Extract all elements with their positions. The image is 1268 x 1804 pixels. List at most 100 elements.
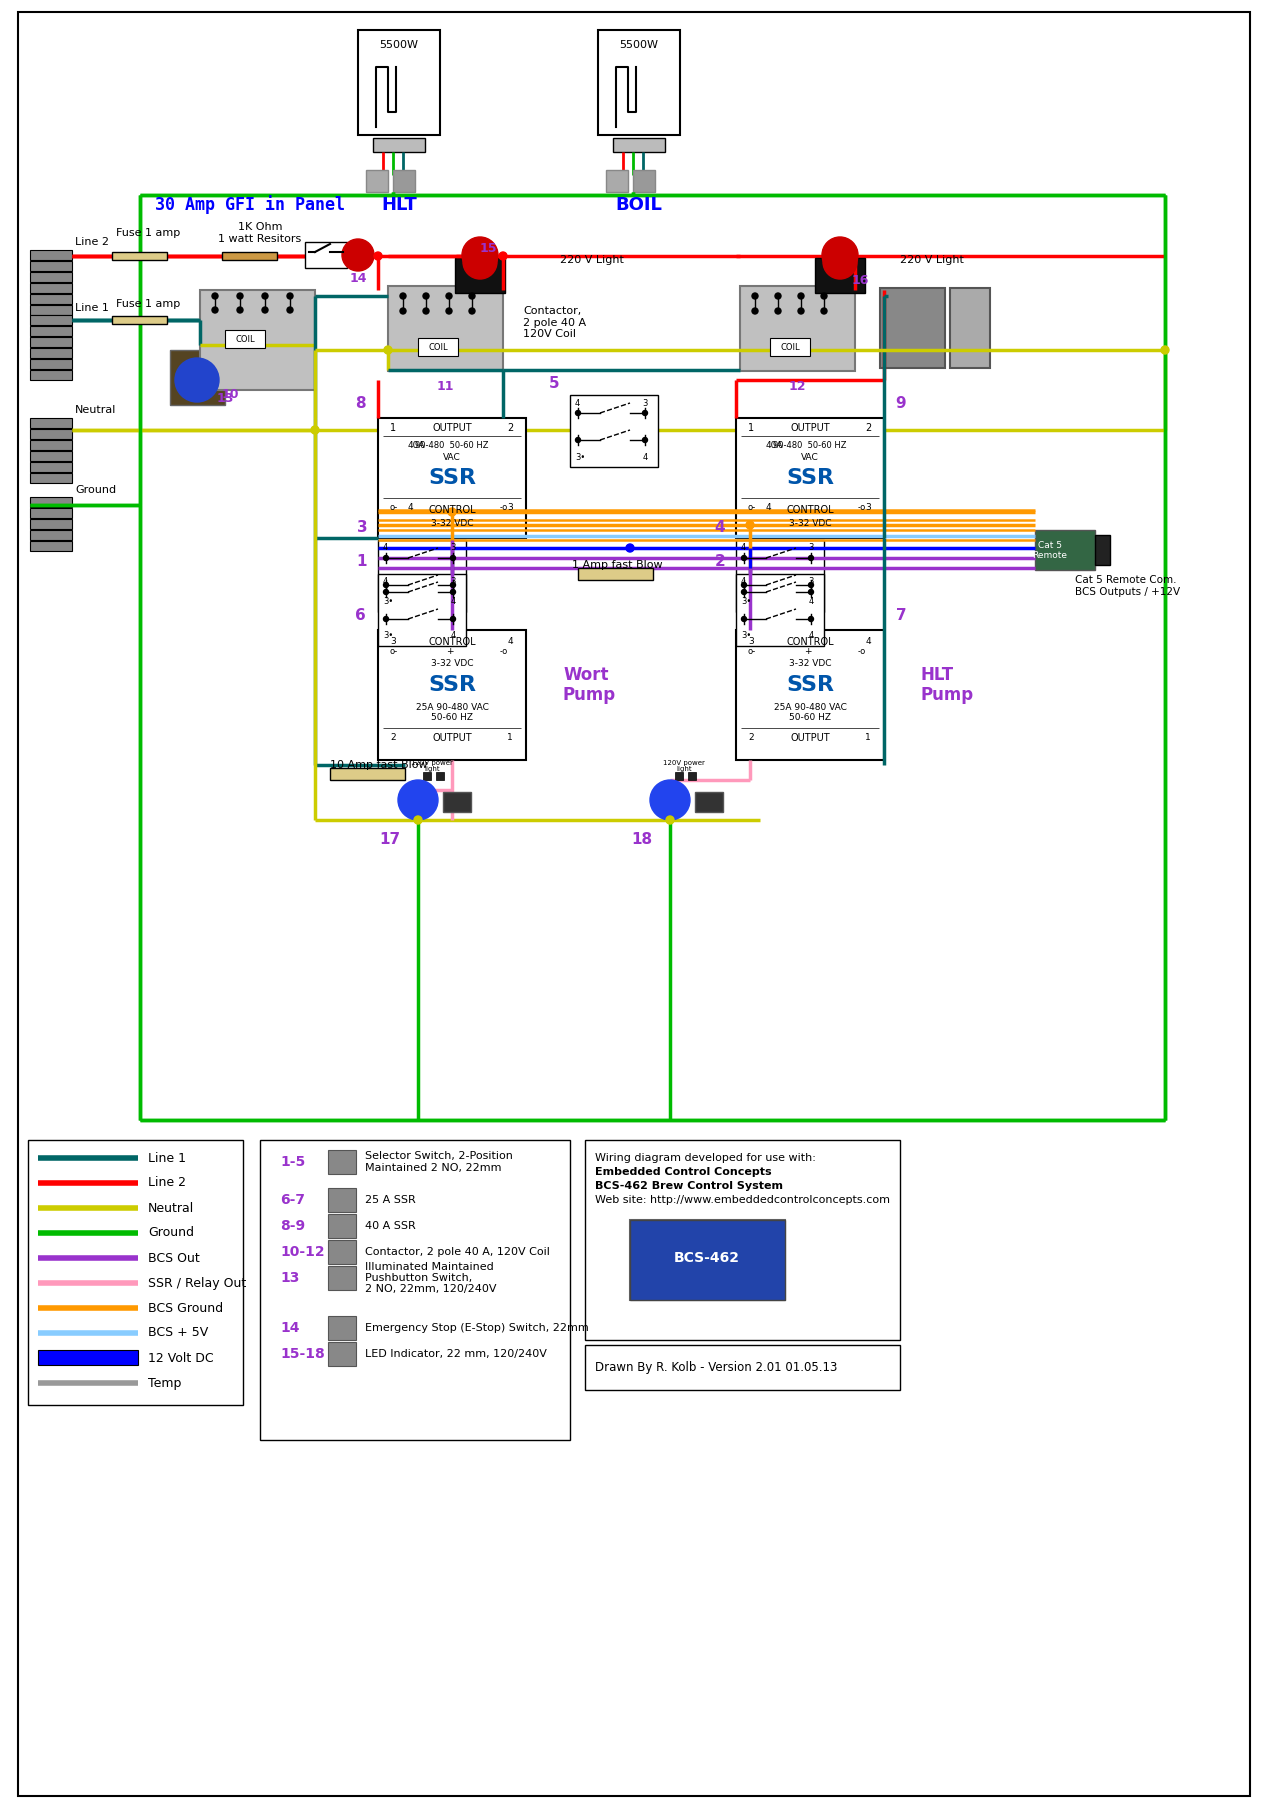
- Text: 8-9: 8-9: [280, 1220, 306, 1232]
- Bar: [30, 283, 72, 292]
- Text: 3: 3: [507, 503, 514, 512]
- Text: 3•: 3•: [574, 453, 586, 462]
- Circle shape: [576, 411, 581, 415]
- Circle shape: [450, 583, 455, 588]
- Text: 3•: 3•: [741, 597, 751, 606]
- Circle shape: [742, 617, 747, 622]
- Circle shape: [450, 556, 455, 561]
- Text: 25A 90-480 VAC: 25A 90-480 VAC: [416, 704, 488, 713]
- Circle shape: [742, 556, 747, 561]
- Bar: [30, 451, 72, 462]
- Text: 4: 4: [741, 543, 747, 552]
- Text: 4: 4: [809, 631, 814, 640]
- Text: 4: 4: [643, 453, 648, 462]
- Bar: [630, 1220, 785, 1301]
- Bar: [571, 395, 658, 467]
- Text: 3-32 VDC: 3-32 VDC: [789, 518, 832, 527]
- Text: -o: -o: [500, 648, 508, 657]
- Circle shape: [448, 509, 456, 516]
- Text: 3•: 3•: [741, 631, 751, 640]
- Circle shape: [809, 583, 814, 588]
- Bar: [578, 568, 653, 581]
- Text: 2: 2: [507, 422, 514, 433]
- Bar: [598, 31, 680, 135]
- Text: OUTPUT: OUTPUT: [790, 422, 829, 433]
- Text: 220 V Light: 220 V Light: [560, 254, 624, 265]
- Text: 11: 11: [436, 379, 454, 393]
- Bar: [30, 348, 72, 357]
- Text: 1: 1: [865, 734, 871, 743]
- Circle shape: [752, 292, 758, 299]
- Bar: [1096, 536, 1110, 565]
- Text: 120V power
light: 120V power light: [411, 759, 453, 772]
- Text: 4: 4: [450, 631, 456, 640]
- Bar: [30, 462, 72, 473]
- Text: CONTROL: CONTROL: [429, 637, 476, 648]
- Text: SSR: SSR: [786, 467, 834, 489]
- Circle shape: [311, 426, 320, 435]
- Text: BCS-462 Brew Control System: BCS-462 Brew Control System: [595, 1182, 784, 1191]
- Bar: [30, 429, 72, 438]
- Text: o-: o-: [391, 503, 398, 512]
- Circle shape: [262, 292, 268, 299]
- Bar: [436, 772, 444, 779]
- Circle shape: [469, 292, 476, 299]
- Circle shape: [237, 292, 243, 299]
- Bar: [735, 574, 824, 646]
- Text: 10-12: 10-12: [280, 1245, 325, 1259]
- Circle shape: [643, 411, 648, 415]
- Text: Embedded Control Concepts: Embedded Control Concepts: [595, 1167, 772, 1176]
- Circle shape: [775, 292, 781, 299]
- Circle shape: [424, 292, 429, 299]
- Bar: [330, 769, 404, 779]
- Text: 18: 18: [631, 832, 653, 848]
- Text: Remote: Remote: [1032, 550, 1068, 559]
- Text: Wort
Pump: Wort Pump: [563, 666, 616, 704]
- Bar: [30, 370, 72, 381]
- Text: 40A: 40A: [766, 442, 784, 451]
- Text: Wiring diagram developed for use with:: Wiring diagram developed for use with:: [595, 1153, 815, 1164]
- Text: 120V power
light: 120V power light: [663, 759, 705, 772]
- Text: 4: 4: [408, 503, 413, 512]
- Text: 220 V Light: 220 V Light: [900, 254, 964, 265]
- Text: 3: 3: [643, 399, 648, 408]
- Text: 15-18: 15-18: [280, 1348, 325, 1360]
- Circle shape: [626, 545, 634, 552]
- Bar: [770, 337, 810, 355]
- Bar: [633, 170, 656, 191]
- Text: CONTROL: CONTROL: [786, 505, 834, 514]
- Text: Pushbutton Switch,: Pushbutton Switch,: [365, 1274, 472, 1283]
- Text: Ground: Ground: [75, 485, 117, 494]
- Text: VAC: VAC: [443, 453, 460, 462]
- Bar: [735, 539, 824, 612]
- Text: COIL: COIL: [780, 343, 800, 352]
- Text: 10: 10: [221, 388, 238, 402]
- Text: 30 Amp GFI in Panel: 30 Amp GFI in Panel: [155, 195, 345, 215]
- Bar: [612, 137, 664, 152]
- Text: BCS Out: BCS Out: [148, 1252, 200, 1265]
- Text: 5500W: 5500W: [379, 40, 418, 51]
- Bar: [328, 1149, 356, 1174]
- Text: LED Indicator, 22 mm, 120/240V: LED Indicator, 22 mm, 120/240V: [365, 1349, 547, 1358]
- Text: 4: 4: [450, 597, 456, 606]
- Text: 25 A SSR: 25 A SSR: [365, 1194, 416, 1205]
- Bar: [418, 337, 458, 355]
- Bar: [30, 419, 72, 428]
- Text: Neutral: Neutral: [75, 406, 117, 415]
- Text: Selector Switch, 2-Position: Selector Switch, 2-Position: [365, 1151, 512, 1162]
- Text: Temp: Temp: [148, 1376, 181, 1389]
- Circle shape: [463, 245, 497, 280]
- Circle shape: [398, 779, 437, 821]
- Bar: [30, 262, 72, 271]
- Circle shape: [383, 617, 388, 622]
- Text: 3: 3: [450, 577, 456, 586]
- Text: 1: 1: [391, 422, 396, 433]
- Text: 4: 4: [809, 597, 814, 606]
- Circle shape: [809, 590, 814, 595]
- Bar: [735, 630, 884, 759]
- Text: Illuminated Maintained: Illuminated Maintained: [365, 1263, 493, 1272]
- Text: 13: 13: [280, 1272, 299, 1284]
- Text: 1-5: 1-5: [280, 1155, 306, 1169]
- Bar: [30, 251, 72, 260]
- Text: Fuse 1 amp: Fuse 1 amp: [115, 227, 180, 238]
